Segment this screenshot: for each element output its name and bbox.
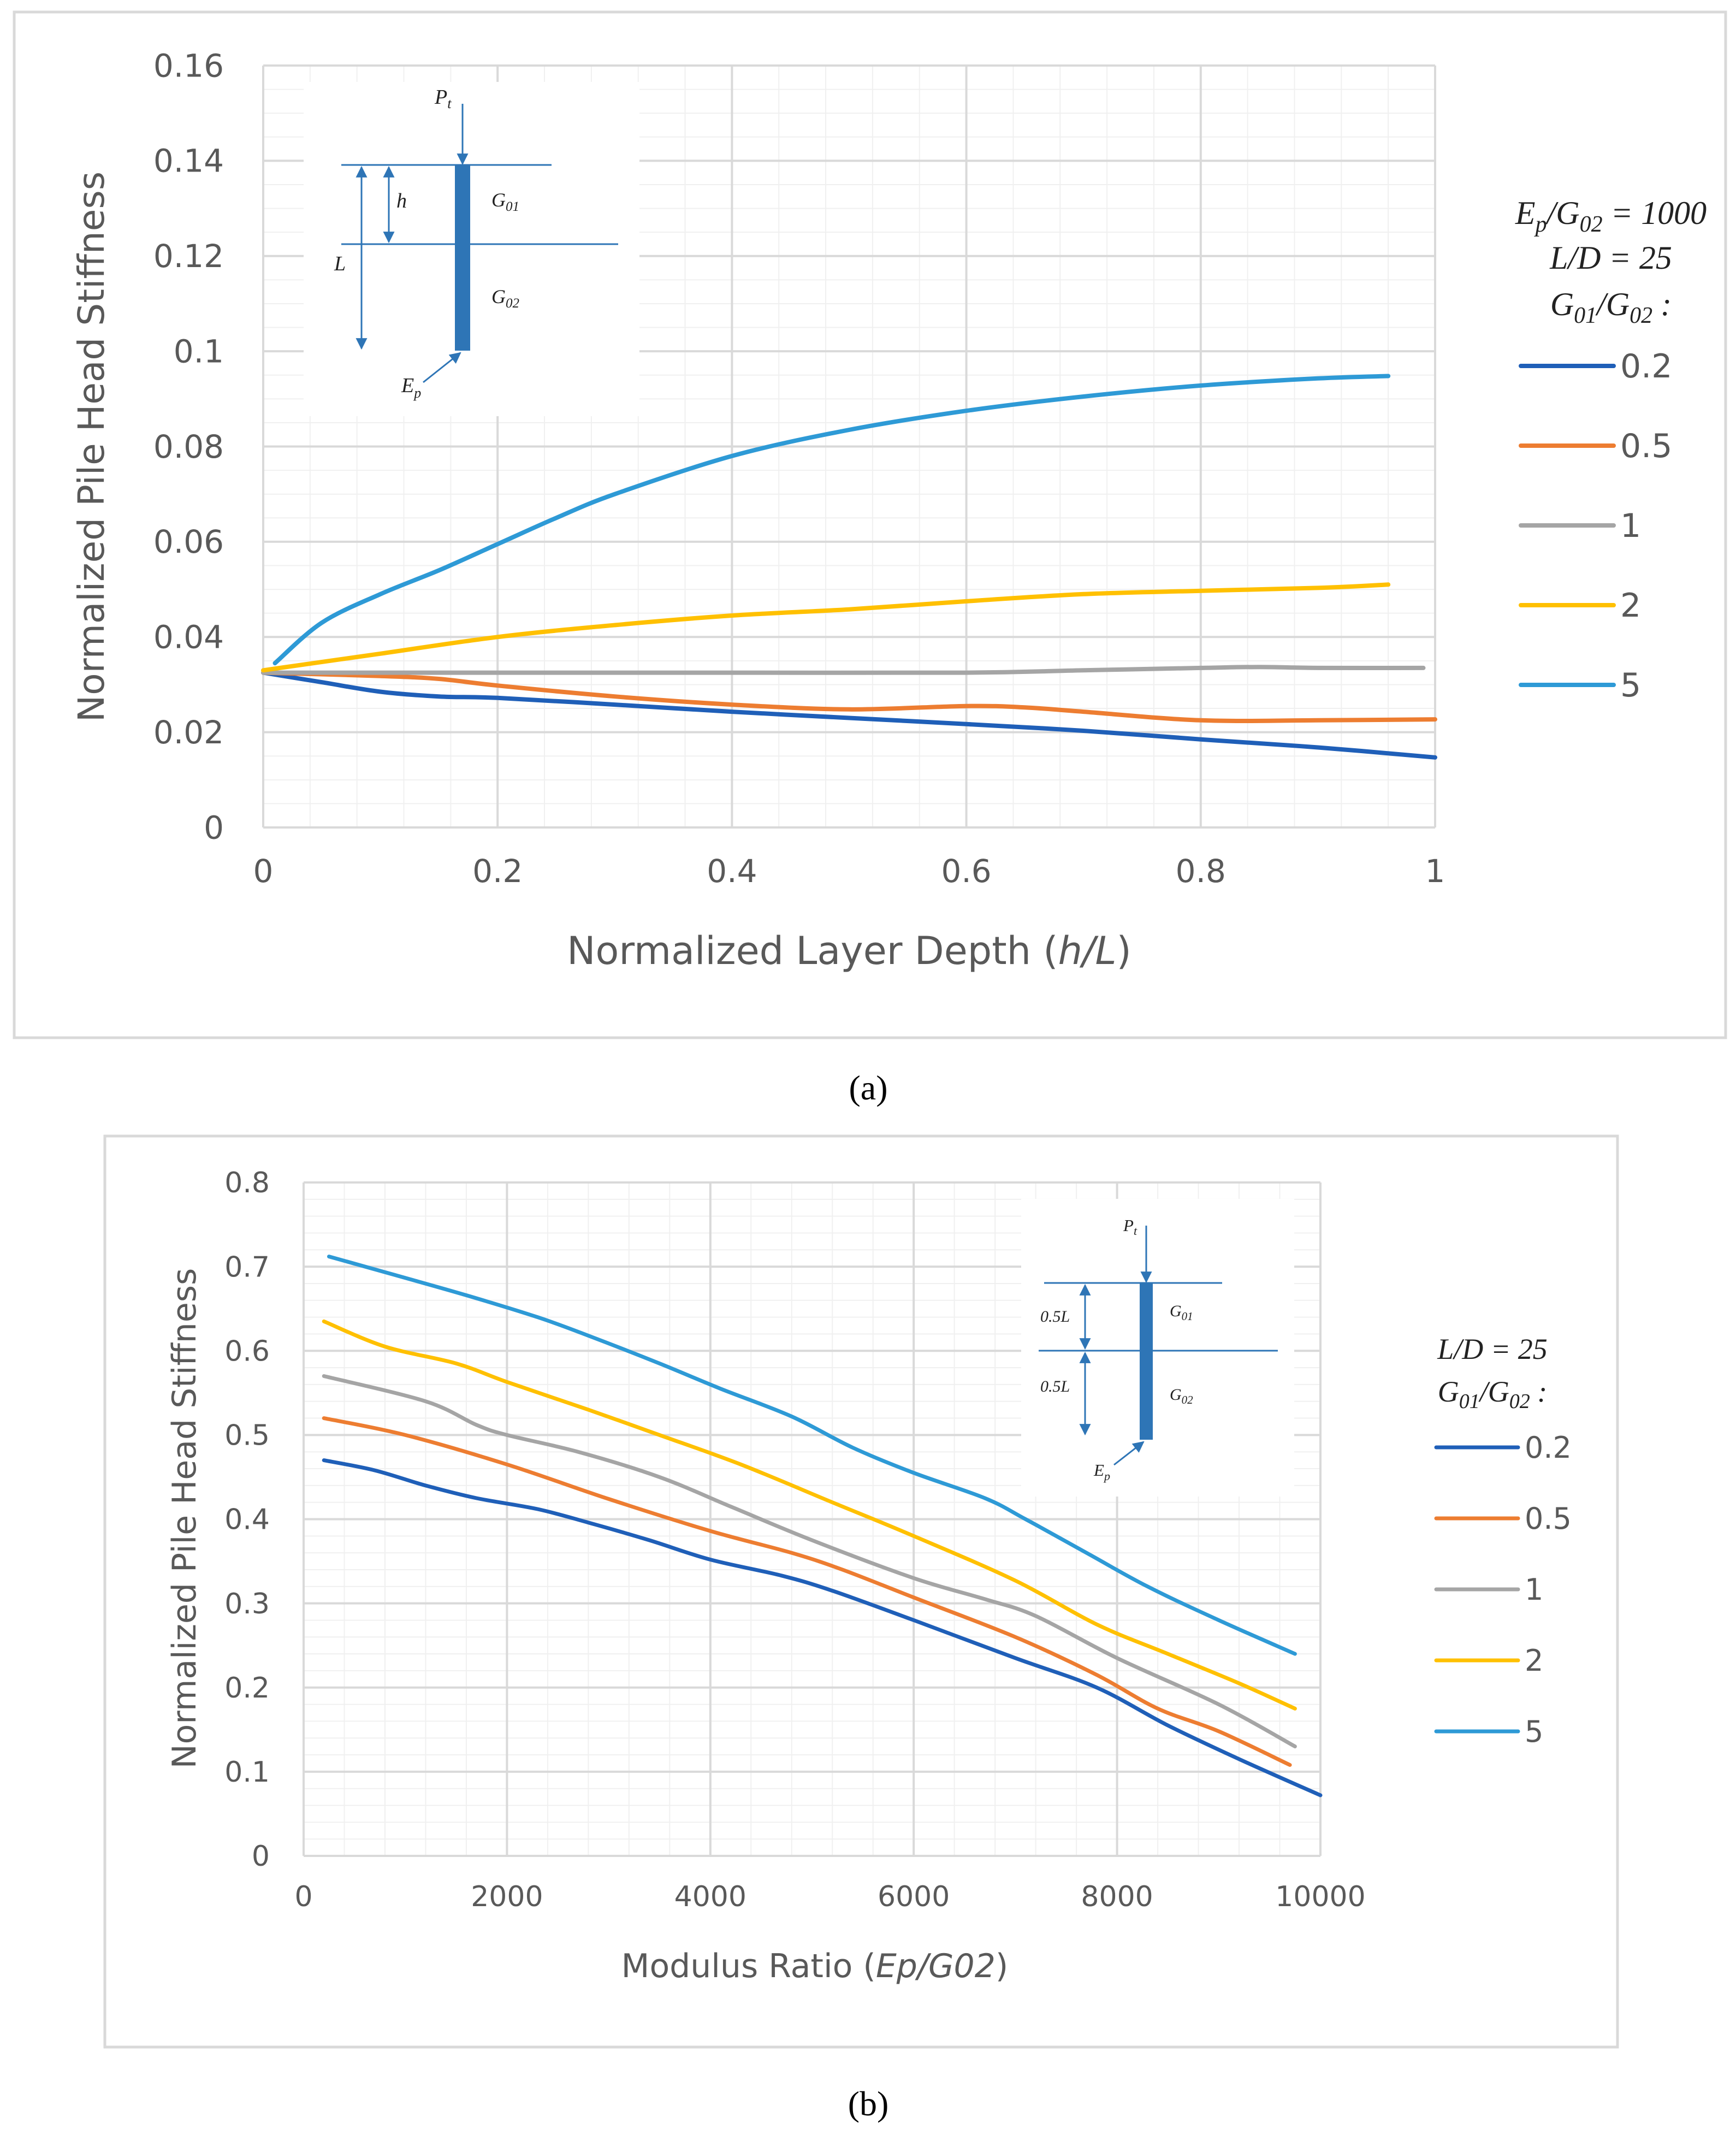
legend-label-2: 2 <box>1525 1643 1543 1678</box>
legend-label-1: 1 <box>1620 507 1641 545</box>
inset-background <box>304 82 639 416</box>
legend-label-1: 1 <box>1525 1572 1543 1607</box>
panel-a: 0 0.02 0.04 0.06 0.08 0.1 0.12 0.14 0.16 0 0.2 0.4… <box>13 10 1727 1107</box>
legend-a-title-line-1: Ep/G02 = 1000 <box>1515 195 1707 237</box>
y-tick-label: 0.4 <box>224 1504 270 1536</box>
x-ticks-a: 0 0.2 0.4 0.6 0.8 1 <box>253 853 1445 890</box>
series-line-0.2 <box>322 1458 1323 1797</box>
legend-label-5: 5 <box>1620 666 1641 705</box>
y-tick-label: 0.1 <box>224 1756 270 1789</box>
y-ticks-b: 0 0.1 0.2 0.3 0.4 0.5 0.6 0.7 0.8 <box>224 1167 270 1873</box>
x-ticks-b: 0 2000 4000 6000 8000 10000 <box>294 1880 1365 1913</box>
y-tick-label: 0.7 <box>224 1251 270 1284</box>
series-line-1 <box>261 665 1426 675</box>
legend-label-0.5: 0.5 <box>1620 427 1672 465</box>
pile-diagram-inset-a: Pt h L G01 G02 Ep <box>304 82 639 416</box>
x-tick-label: 0 <box>253 853 274 890</box>
legend-a-title-line-3: G01/G02 : <box>1550 286 1672 328</box>
series-line-0.5 <box>261 670 1437 724</box>
y-tick-label: 0.06 <box>153 523 224 560</box>
x-tick-label: 0 <box>294 1880 312 1913</box>
x-tick-label: 2000 <box>471 1880 543 1913</box>
series-group-b <box>322 1255 1323 1797</box>
load-label: Pt <box>1123 1216 1137 1238</box>
pile-shaft <box>455 165 470 351</box>
series-line-5 <box>272 374 1391 666</box>
lower-half-label: 0.5L <box>1040 1377 1070 1395</box>
pile-pointer-arrow-icon <box>423 352 461 383</box>
x-tick-label: 10000 <box>1275 1880 1365 1913</box>
y-ticks-a: 0 0.02 0.04 0.06 0.08 0.1 0.12 0.14 0.16 <box>153 47 224 846</box>
legend-label-0.2: 0.2 <box>1620 347 1672 386</box>
legend-label-0.2: 0.2 <box>1525 1430 1572 1465</box>
series-line-0.2 <box>261 670 1437 760</box>
x-tick-label: 0.8 <box>1176 853 1226 890</box>
legend-label-5: 5 <box>1525 1714 1543 1749</box>
upper-layer-label: G01 <box>491 189 519 214</box>
series-line-0.5 <box>322 1416 1292 1767</box>
x-axis-title-b: Modulus Ratio (Ep/G02) <box>621 1947 1009 1985</box>
pile-modulus-label: Ep <box>1093 1460 1110 1483</box>
load-label: Pt <box>434 86 452 111</box>
y-tick-label: 0 <box>252 1840 270 1873</box>
y-tick-label: 0.08 <box>153 428 224 465</box>
lower-layer-label: G02 <box>491 286 519 311</box>
inset-background <box>1021 1199 1294 1497</box>
y-tick-label: 0.8 <box>224 1167 270 1199</box>
y-tick-label: 0.16 <box>153 47 224 84</box>
x-tick-label: 6000 <box>878 1880 950 1913</box>
x-tick-label: 1 <box>1425 853 1445 890</box>
y-tick-label: 0.3 <box>224 1588 270 1620</box>
legend-a: Ep/G02 = 1000 L/D = 25 G01/G02 : 0.2 0.5 1… <box>1515 195 1707 705</box>
y-tick-label: 0.5 <box>224 1420 270 1452</box>
legend-b-title-line-1: L/D = 25 <box>1437 1333 1547 1365</box>
upper-layer-label: G01 <box>1170 1302 1193 1323</box>
series-group-a <box>261 374 1437 760</box>
y-tick-label: 0.02 <box>153 714 224 751</box>
legend-b: L/D = 25 G01/G02 : 0.2 0.5 1 2 5 <box>1434 1333 1572 1749</box>
pile-shaft <box>1140 1283 1153 1440</box>
y-tick-label: 0.14 <box>153 143 224 180</box>
x-tick-label: 4000 <box>674 1880 746 1913</box>
legend-label-2: 2 <box>1620 587 1641 625</box>
legend-b-title-line-2: G01/G02 : <box>1438 1375 1547 1413</box>
series-line-5 <box>327 1255 1297 1656</box>
pile-diagram-inset-b: Pt 0.5L 0.5L G01 G02 Ep <box>1021 1199 1294 1497</box>
upper-half-label: 0.5L <box>1040 1308 1070 1326</box>
x-tick-label: 0.6 <box>941 853 991 890</box>
y-tick-label: 0.2 <box>224 1672 270 1705</box>
y-tick-label: 0.1 <box>174 333 224 370</box>
y-axis-title-a: Normalized Pile Head Stiffness <box>70 171 112 722</box>
x-tick-label: 0.4 <box>707 853 757 890</box>
legend-b-items: 0.2 0.5 1 2 5 <box>1434 1430 1572 1749</box>
series-line-2 <box>322 1319 1297 1711</box>
y-axis-title-b: Normalized Pile Head Stiffness <box>165 1268 204 1769</box>
series-line-1 <box>322 1374 1297 1749</box>
pile-pointer-arrow-icon <box>1113 1441 1145 1466</box>
x-tick-label: 8000 <box>1081 1880 1153 1913</box>
legend-a-items: 0.2 0.5 1 2 5 <box>1519 347 1672 705</box>
x-axis-title-a: Normalized Layer Depth (h/L) <box>567 928 1131 973</box>
panel-b-caption: (b) <box>848 2084 889 2123</box>
length-label: L <box>334 252 346 275</box>
depth-label: h <box>396 190 407 212</box>
x-tick-label: 0.2 <box>472 853 523 890</box>
y-tick-label: 0.12 <box>153 238 224 275</box>
series-line-2 <box>261 582 1391 673</box>
panel-a-caption: (a) <box>849 1068 887 1107</box>
legend-label-0.5: 0.5 <box>1525 1501 1572 1536</box>
pile-modulus-label: Ep <box>401 374 421 401</box>
panel-b: 0 0.1 0.2 0.3 0.4 0.5 0.6 0.7 0.8 0 2000 4000 6000 8… <box>103 1134 1619 2123</box>
y-tick-label: 0.04 <box>153 619 224 656</box>
y-tick-label: 0.6 <box>224 1335 270 1368</box>
y-tick-label: 0 <box>204 809 224 846</box>
legend-a-title-line-2: L/D = 25 <box>1549 240 1672 276</box>
lower-layer-label: G02 <box>1170 1386 1193 1406</box>
